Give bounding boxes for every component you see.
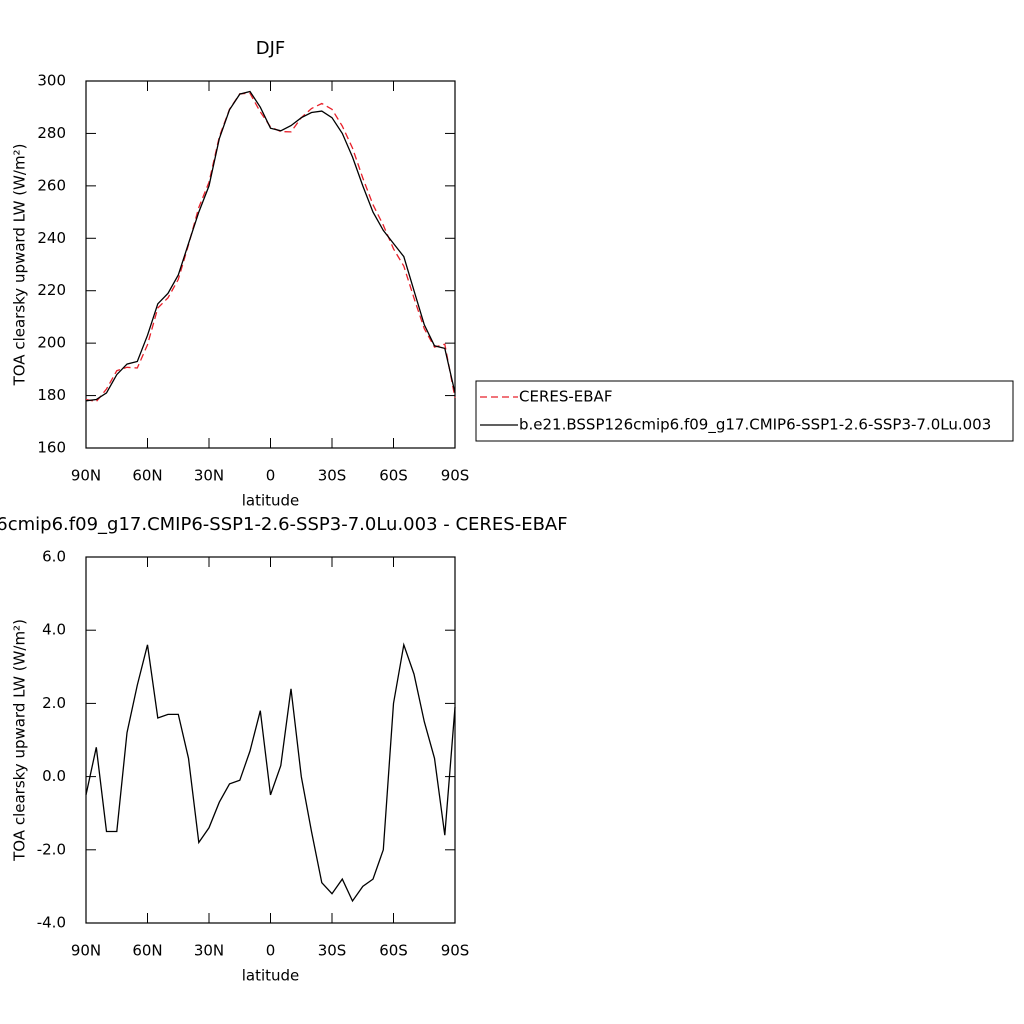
x-tick-label: 90N bbox=[71, 942, 101, 960]
x-tick-label: 0 bbox=[266, 467, 276, 485]
plot-frame bbox=[85, 80, 456, 449]
y-tick-label: 6.0 bbox=[42, 548, 66, 566]
y-tick-label: -4.0 bbox=[37, 914, 66, 932]
x-tick-label: 30S bbox=[318, 467, 347, 485]
y-tick-label: 4.0 bbox=[42, 621, 66, 639]
data-line bbox=[85, 642, 456, 903]
chart-title: 126cmip6.f09_g17.CMIP6-SSP1-2.6-SSP3-7.0… bbox=[0, 514, 568, 535]
plot-frame bbox=[85, 556, 456, 924]
y-tick-label: 220 bbox=[37, 281, 66, 299]
y-tick-label: 280 bbox=[37, 124, 66, 142]
y-tick-label: 160 bbox=[37, 439, 66, 457]
y-tick-label: 0.0 bbox=[42, 767, 66, 785]
x-tick-label: 60S bbox=[379, 467, 408, 485]
chart-title: DJF bbox=[256, 38, 286, 59]
x-tick-label: 30N bbox=[194, 467, 224, 485]
x-tick-label: 90S bbox=[441, 942, 470, 960]
legend-label: b.e21.BSSP126cmip6.f09_g17.CMIP6-SSP1-2.… bbox=[519, 416, 991, 435]
x-tick-label: 0 bbox=[266, 942, 276, 960]
y-tick-label: 300 bbox=[37, 72, 66, 90]
y-axis-label: TOA clearsky upward LW (W/m²) bbox=[11, 619, 29, 862]
y-tick-label: 200 bbox=[37, 334, 66, 352]
y-tick-label: 240 bbox=[37, 229, 66, 247]
y-tick-label: 180 bbox=[37, 386, 66, 404]
x-tick-label: 30S bbox=[318, 942, 347, 960]
legend-label: CERES-EBAF bbox=[519, 388, 612, 406]
x-axis-label: latitude bbox=[242, 967, 300, 985]
x-tick-label: 90S bbox=[441, 467, 470, 485]
data-line bbox=[85, 92, 456, 403]
x-tick-label: 30N bbox=[194, 942, 224, 960]
y-tick-label: 260 bbox=[37, 176, 66, 194]
x-tick-label: 60N bbox=[132, 467, 162, 485]
x-tick-label: 90N bbox=[71, 467, 101, 485]
legend-box bbox=[475, 380, 1014, 442]
y-tick-label: 2.0 bbox=[42, 694, 66, 712]
y-tick-label: -2.0 bbox=[37, 840, 66, 858]
data-line bbox=[85, 90, 456, 402]
x-tick-label: 60N bbox=[132, 942, 162, 960]
x-tick-label: 60S bbox=[379, 942, 408, 960]
x-axis-label: latitude bbox=[242, 492, 300, 510]
y-axis-label: TOA clearsky upward LW (W/m²) bbox=[11, 144, 29, 387]
